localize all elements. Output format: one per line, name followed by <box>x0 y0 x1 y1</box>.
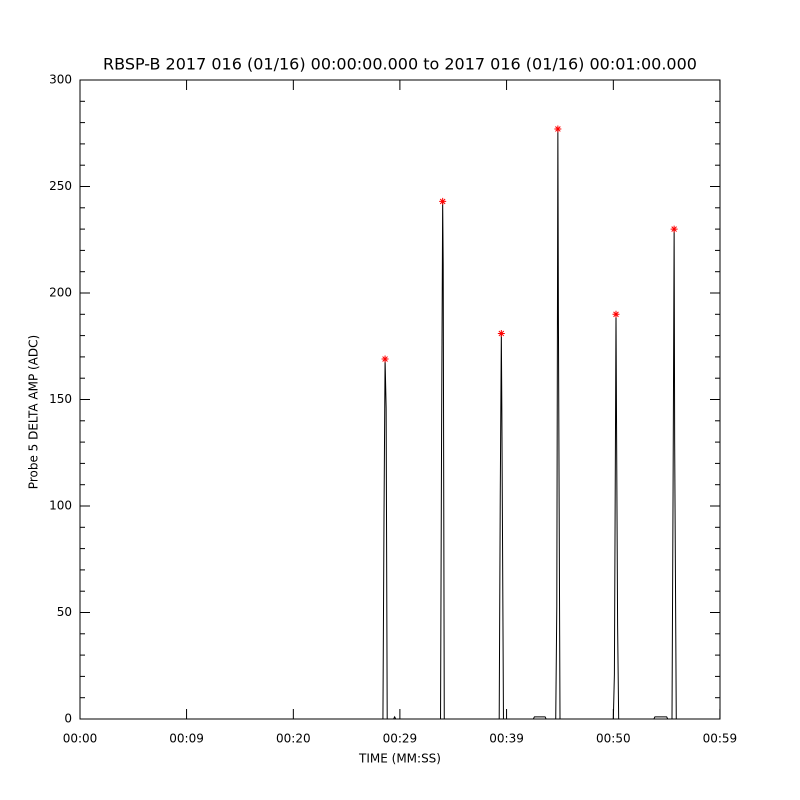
y-tick-label: 150 <box>49 392 72 406</box>
peak-marker <box>670 225 678 233</box>
y-axis-title: Probe 5 DELTA AMP (ADC) <box>27 335 41 489</box>
y-tick-label: 0 <box>64 712 72 726</box>
x-tick-label: 00:20 <box>276 732 311 746</box>
peak-marker <box>381 355 389 363</box>
x-tick-label: 00:50 <box>596 732 631 746</box>
plot-frame <box>79 79 721 720</box>
peak-marker <box>612 310 620 318</box>
peak-marker <box>439 197 447 205</box>
peak-marker <box>554 125 562 133</box>
y-tick-label: 50 <box>57 605 72 619</box>
x-tick-label: 00:39 <box>489 732 524 746</box>
y-tick-label: 300 <box>49 73 72 87</box>
y-tick-label: 250 <box>49 179 72 193</box>
x-tick-label: 00:00 <box>63 732 98 746</box>
x-tick-label: 00:59 <box>703 732 738 746</box>
y-tick-label: 100 <box>49 499 72 513</box>
peak-marker <box>497 329 505 337</box>
x-tick-label: 00:29 <box>383 732 418 746</box>
y-tick-label: 200 <box>49 286 72 300</box>
chart-title: RBSP-B 2017 016 (01/16) 00:00:00.000 to … <box>103 55 697 74</box>
x-axis-title: TIME (MM:SS) <box>358 752 441 766</box>
data-line <box>80 128 720 720</box>
x-tick-label: 00:09 <box>169 732 204 746</box>
